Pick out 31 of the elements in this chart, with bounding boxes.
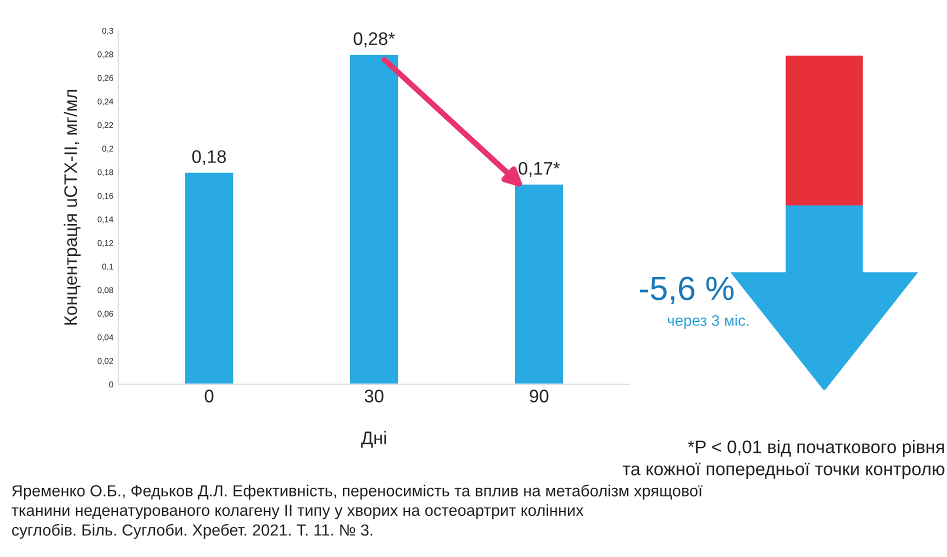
bar [348,54,400,384]
bar [514,183,564,384]
y-tick-label: 0,2 [102,146,114,153]
y-tick-label: 0,1 [102,264,114,271]
y-tick-label: 0,26 [98,74,114,82]
y-tick-label: 0,18 [98,169,114,176]
y-tick-label: 0,22 [98,122,114,130]
bar [184,171,235,384]
y-tick-label: 0,04 [98,334,114,342]
y-tick-label: 0,28 [98,51,114,58]
text: -5,6 % [640,276,734,304]
text: Яременко О.Б., Федьков Д.Л. Ефективність, переносимість та вплив на метаболізм хрящової тканини неденатурованого колагену II типу у хворих на остеоартрит колінних суглобів. Біль. Суглоби. Хребет. 2021. Т. 11. № 3. [12,484,702,539]
x-tick-label: 30 [364,390,384,402]
data-label: 0,28* [354,32,395,48]
x-tick-label: 90 [530,390,548,402]
x-tick-label: 0 [204,390,214,402]
y-tick-label: 0,16 [98,192,114,200]
y-tick-label: 0,08 [98,287,114,294]
y-tick-label: 0,06 [98,310,114,318]
y-tick-label: 0 [109,382,114,388]
data-label: 0,17* [518,162,560,177]
x-axis-title: Дні [361,431,386,448]
y-tick-label: 0,3 [102,28,114,35]
y-tick-label: 0,02 [98,358,114,365]
text: через 3 міс. [668,314,748,329]
y-tick-label: 0,14 [98,216,114,224]
y-tick-label: 0,12 [98,240,114,247]
text: *P < 0,01 від початкового рівня та кожної попередньої точки контролю [622,440,944,479]
y-tick-label: 0,24 [98,98,114,106]
y-axis-title: Концентрація uCTX-II, мг/мл [64,90,81,325]
data-label: 0,18 [192,150,226,166]
